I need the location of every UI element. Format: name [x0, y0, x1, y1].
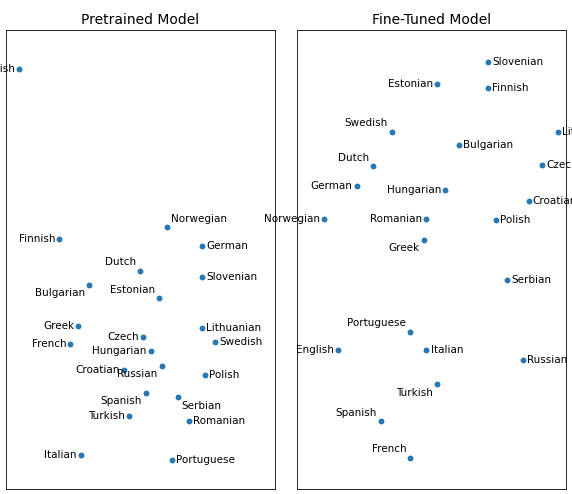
Point: [157, 362, 166, 370]
Point: [387, 127, 396, 135]
Text: Serbian: Serbian: [182, 401, 222, 411]
Text: Lithuanian: Lithuanian: [562, 126, 572, 137]
Point: [519, 356, 528, 364]
Point: [141, 389, 150, 397]
Title: Pretrained Model: Pretrained Model: [81, 13, 199, 27]
Text: English: English: [296, 345, 333, 355]
Text: Portuguese: Portuguese: [176, 455, 235, 465]
Point: [376, 417, 386, 425]
Point: [197, 325, 206, 332]
Point: [74, 322, 83, 330]
Point: [368, 162, 378, 170]
Point: [14, 65, 23, 73]
Point: [184, 417, 193, 425]
Text: Croatian: Croatian: [76, 365, 120, 374]
Title: Fine-Tuned Model: Fine-Tuned Model: [372, 13, 491, 27]
Point: [406, 454, 415, 462]
Text: Dutch: Dutch: [337, 153, 369, 163]
Point: [200, 371, 209, 379]
Point: [125, 412, 134, 419]
Point: [146, 347, 156, 355]
Text: Slovenian: Slovenian: [492, 57, 543, 67]
Text: Dutch: Dutch: [105, 257, 136, 267]
Point: [454, 141, 463, 149]
Point: [503, 276, 512, 284]
Text: German: German: [311, 181, 352, 191]
Point: [432, 380, 442, 388]
Text: Norwegian: Norwegian: [264, 214, 320, 224]
Point: [211, 338, 220, 346]
Point: [422, 346, 431, 354]
Text: Portuguese: Portuguese: [347, 319, 406, 329]
Point: [333, 346, 342, 354]
Point: [154, 294, 164, 302]
Point: [320, 215, 329, 223]
Text: Turkish: Turkish: [89, 411, 125, 420]
Text: Estonian: Estonian: [110, 285, 155, 295]
Point: [484, 83, 493, 91]
Point: [77, 451, 86, 458]
Point: [197, 273, 206, 281]
Point: [120, 366, 129, 373]
Text: Spanish: Spanish: [335, 408, 377, 417]
Text: Romanian: Romanian: [193, 416, 245, 426]
Text: Hungarian: Hungarian: [387, 185, 441, 195]
Point: [162, 223, 172, 231]
Text: German: German: [206, 241, 248, 250]
Text: Lithuanian: Lithuanian: [206, 323, 261, 333]
Point: [406, 328, 415, 336]
Point: [136, 267, 145, 275]
Text: English: English: [0, 64, 15, 74]
Point: [524, 197, 533, 205]
Point: [441, 186, 450, 194]
Point: [419, 236, 428, 244]
Point: [352, 182, 361, 190]
Text: Bulgarian: Bulgarian: [463, 140, 513, 150]
Text: Estonian: Estonian: [388, 79, 433, 89]
Text: French: French: [31, 339, 66, 349]
Point: [168, 456, 177, 464]
Text: Italian: Italian: [431, 345, 463, 355]
Text: Croatian: Croatian: [533, 196, 572, 206]
Text: Bulgarian: Bulgarian: [35, 288, 85, 298]
Point: [66, 340, 75, 348]
Text: Russian: Russian: [527, 355, 567, 365]
Text: Russian: Russian: [117, 370, 158, 379]
Point: [538, 161, 547, 168]
Point: [422, 215, 431, 223]
Text: Polish: Polish: [500, 215, 531, 225]
Text: Norwegian: Norwegian: [171, 214, 227, 224]
Point: [138, 333, 148, 341]
Point: [197, 242, 206, 249]
Text: Hungarian: Hungarian: [93, 346, 147, 356]
Text: Italian: Italian: [45, 450, 77, 459]
Text: Romanian: Romanian: [370, 214, 423, 224]
Text: Czech: Czech: [546, 160, 572, 170]
Text: Greek: Greek: [388, 243, 420, 253]
Text: Greek: Greek: [43, 321, 74, 331]
Text: Slovenian: Slovenian: [206, 272, 257, 282]
Text: Finnish: Finnish: [19, 234, 55, 244]
Text: Swedish: Swedish: [344, 118, 387, 128]
Text: Swedish: Swedish: [220, 337, 263, 347]
Text: Czech: Czech: [107, 332, 139, 342]
Point: [432, 80, 442, 88]
Point: [554, 127, 563, 135]
Text: Spanish: Spanish: [100, 396, 141, 406]
Point: [85, 281, 94, 288]
Text: Turkish: Turkish: [396, 388, 433, 398]
Point: [173, 393, 182, 401]
Text: Polish: Polish: [209, 370, 239, 380]
Point: [484, 58, 493, 66]
Text: Finnish: Finnish: [492, 82, 529, 92]
Text: French: French: [372, 445, 406, 454]
Point: [492, 216, 501, 224]
Point: [55, 235, 64, 243]
Text: Serbian: Serbian: [511, 275, 551, 285]
